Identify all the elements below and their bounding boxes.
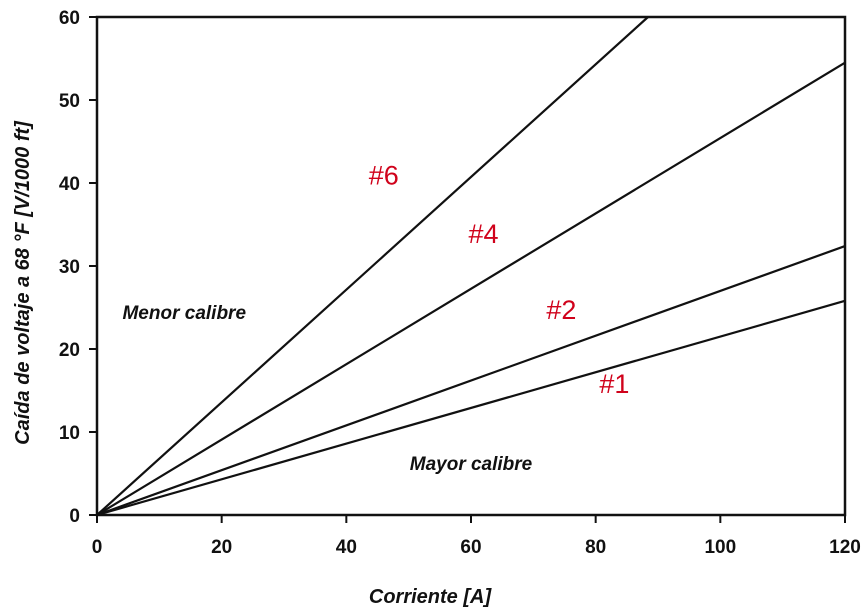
region-annotation: Menor calibre (122, 303, 246, 324)
x-tick-label: 120 (829, 537, 861, 558)
tick-layer: 0 20 40 60 80 100 120 0 10 20 30 40 50 60 (59, 8, 861, 558)
series-label: #6 (369, 161, 399, 191)
y-tick-label: 30 (59, 257, 80, 278)
y-tick-label: 0 (69, 506, 80, 527)
y-tick-label: 10 (59, 423, 80, 444)
y-tick-label: 60 (59, 8, 80, 29)
x-tick-label: 0 (92, 537, 103, 558)
series-line-2 (96, 61, 846, 516)
x-tick-label: 20 (211, 537, 232, 558)
series-line-1 (96, 16, 649, 516)
y-tick-label: 40 (59, 174, 80, 195)
series-line-3 (96, 245, 846, 517)
x-tick-label: 60 (460, 537, 481, 558)
plot-frame (95, 15, 847, 517)
series-label-layer: #6 #4 #2 #1 (369, 161, 630, 399)
annotation-layer: Menor calibre Mayor calibre (122, 303, 532, 475)
y-tick-label: 20 (59, 340, 80, 361)
x-axis-label: Corriente [A] (369, 586, 493, 608)
x-tick-label: 100 (704, 537, 736, 558)
series-label: #2 (546, 295, 576, 325)
series-layer (96, 16, 846, 517)
series-line-4 (96, 299, 846, 517)
region-annotation: Mayor calibre (410, 454, 533, 475)
x-tick-label: 40 (336, 537, 357, 558)
y-tick-label: 50 (59, 91, 80, 112)
series-label: #1 (599, 369, 629, 399)
x-tick-label: 80 (585, 537, 606, 558)
y-axis-label: Caída de voltaje a 68 °F [V/1000 ft] (12, 120, 34, 445)
series-label: #4 (468, 219, 498, 249)
